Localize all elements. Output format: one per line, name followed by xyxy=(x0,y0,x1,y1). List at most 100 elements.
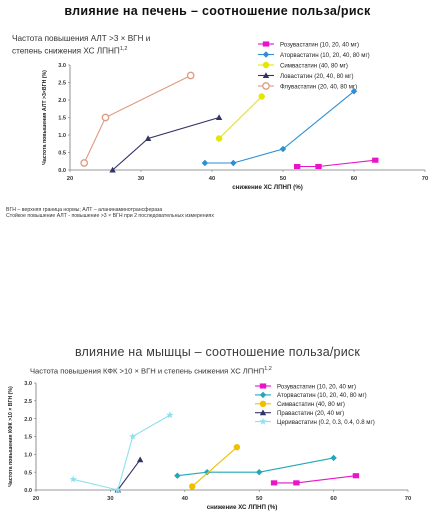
chart-2-legend-marker-5 xyxy=(259,417,267,425)
chart-2-subtitle: Частота повышения КФК >10 × ВГН и степен… xyxy=(30,366,272,376)
chart-2-legend-label-5: Церивастатин (0.2, 0.3, 0.4, 0.8 мг) xyxy=(277,419,375,426)
chart-1-x-tick-label: 60 xyxy=(351,176,357,182)
chart-2-y-tick-label: 2.5 xyxy=(24,399,32,405)
chart-2-series-line-1 xyxy=(274,475,356,484)
chart-2-legend-label-2: Аторвастатин (10, 20, 40, 80 мг) xyxy=(277,392,367,399)
chart-1-x-tick-label: 50 xyxy=(280,176,286,182)
chart-1-series-4-point xyxy=(144,135,152,142)
chart-2-series-5-point xyxy=(69,475,77,483)
chart-1-legend-label-4: Ловастатин (20, 40, 80 мг) xyxy=(280,73,354,80)
chart-2-x-tick-label: 40 xyxy=(182,496,188,502)
chart-1-series-3-point xyxy=(215,135,223,142)
chart-1-legend-marker-4 xyxy=(262,72,270,79)
chart-1-subtitle-line-2: степень снижения ХС ЛПНП1,2 xyxy=(12,46,128,56)
chart-2-y-tick-label: 1.5 xyxy=(24,435,32,441)
chart-2-series-line-5 xyxy=(73,414,171,491)
chart-1-x-tick-label: 30 xyxy=(138,176,144,182)
chart-2-series-2-point xyxy=(256,468,263,476)
chart-1-y-tick-label: 0.5 xyxy=(58,151,66,157)
chart-2-x-tick-label: 70 xyxy=(405,496,411,502)
chart-2-series-2-point xyxy=(174,472,181,479)
chart-1-x-axis-label: снижение ХС ЛПНП (%) xyxy=(232,184,303,191)
chart-1-y-tick-label: 2.0 xyxy=(58,98,66,104)
chart-2-series-1-point xyxy=(352,473,360,479)
chart-1-series-2-point xyxy=(279,145,287,153)
chart-1-y-tick-label: 2.5 xyxy=(58,81,66,87)
chart-1-series-2-point xyxy=(201,159,209,167)
chart-1-series-line-1 xyxy=(297,159,376,168)
chart-2-y-tick-label: 0.5 xyxy=(24,470,32,476)
chart-1-legend-label-5: Флувастатин (20, 40, 80 мг) xyxy=(280,83,357,90)
chart-2-series-2-point xyxy=(330,454,337,462)
chart-1-series-5-point xyxy=(80,159,89,167)
chart-1-subtitle-sup: 1,2 xyxy=(119,46,128,52)
chart-2-series-5-point xyxy=(114,486,122,494)
chart-1-series-1-point xyxy=(294,163,301,170)
chart-1-legend-marker-3 xyxy=(262,61,270,69)
chart-1-y-axis-label: Частота повышения АЛТ >3×ВГН (%) xyxy=(42,70,48,165)
chart-1-x-tick-label: 20 xyxy=(67,176,73,182)
chart-2-x-tick-label: 60 xyxy=(330,496,336,502)
chart-2-series-2-point xyxy=(203,468,211,476)
chart-1-legend-marker-1 xyxy=(262,41,270,47)
chart-2-y-tick-label: 3.0 xyxy=(24,381,32,387)
chart-2-x-tick-label: 30 xyxy=(107,496,113,502)
chart-1-subtitle-line-1: Частота повышения АЛТ >3 × ВГН и xyxy=(12,34,151,43)
chart-1-x-tick-label: 40 xyxy=(209,176,215,182)
chart-2-graph: 0.0 0.5 1.0 1.5 2.0 2.5 3.0 20 30 40 50 60 70 снижени… xyxy=(8,381,411,511)
chart-1-legend-marker-5 xyxy=(262,82,270,90)
chart-1-legend-label-2: Аторвастатин (10, 20, 40, 80 мг) xyxy=(280,52,370,59)
chart-1-series-line-5 xyxy=(83,75,191,164)
chart-2-series-line-3 xyxy=(191,446,238,487)
chart-1-legend-marker-2 xyxy=(262,51,270,58)
chart-1-x-tick-label: 70 xyxy=(422,176,428,182)
chart-2-legend-marker-3 xyxy=(259,400,267,407)
chart-1-series-1-point xyxy=(315,163,322,170)
chart-2-title: влияние на мышцы – соотношение польза/ри… xyxy=(74,345,361,359)
chart-2-series-3-point xyxy=(233,444,241,451)
chart-1-series-2-point xyxy=(230,159,237,167)
chart-1-series-line-3 xyxy=(218,96,263,139)
chart-2-legend-label-4: Правастатин (20, 40 мг) xyxy=(277,410,344,417)
chart-2-legend-marker-4 xyxy=(259,409,267,416)
chart-2-legend-marker-1 xyxy=(259,383,267,389)
chart-1-subtitle: Частота повышения АЛТ >3 × ВГН и степень… xyxy=(12,34,242,57)
chart-2-series-5-point xyxy=(129,432,137,440)
chart-1-y-tick-label: 0.0 xyxy=(58,168,66,174)
chart-1-series-2-point xyxy=(350,88,358,95)
chart-2-x-tick-label: 50 xyxy=(256,496,262,502)
chart-2-series-1-point xyxy=(293,480,300,486)
chart-2-y-axis-label: Частота повышения КФК >10 × ВГН (%) xyxy=(8,386,14,487)
chart-2-y-tick-label: 0.0 xyxy=(24,488,32,494)
chart-1-footnote-2: Стойкое повышение АЛТ - повышение >3 × В… xyxy=(6,213,214,219)
chart-1-series-4-point xyxy=(215,114,223,121)
chart-1-y-tick-label: 3.0 xyxy=(58,63,66,69)
chart-2-series-4-point xyxy=(136,456,144,463)
chart-1-series-4-point xyxy=(109,166,116,173)
chart-2-y-tick-label: 2.0 xyxy=(24,417,32,423)
chart-2-legend-label-1: Розувастатин (10, 20, 40 мг) xyxy=(277,383,356,390)
chart-1-series-5-point xyxy=(101,113,110,122)
chart-2-legend-marker-2 xyxy=(259,391,267,399)
chart-2-subtitle-sup: 1,2 xyxy=(264,366,272,372)
chart-1-series-3-point xyxy=(258,93,265,100)
chart-1-series-line-2 xyxy=(204,90,355,164)
chart-1-series-1-point xyxy=(372,157,379,163)
chart-1-graph: 0.0 0.5 1.0 1.5 2.0 2.5 3.0 20 30 40 50 60 70 снижени… xyxy=(42,41,428,191)
chart-2-series-1-point xyxy=(270,480,278,486)
chart-1-legend-label-1: Розувастатин (10, 20, 40 мг) xyxy=(280,41,359,48)
chart-1-legend-label-3: Симвастатин (40, 80 мг) xyxy=(280,62,348,69)
chart-1-y-tick-label: 1.0 xyxy=(58,133,66,139)
chart-2-legend-label-3: Симвастатин (40, 80 мг) xyxy=(277,401,345,408)
chart-2-series-line-2 xyxy=(177,457,334,477)
chart-2-series-3-point xyxy=(189,483,196,490)
chart-2-y-tick-label: 1.0 xyxy=(24,453,32,459)
chart-2-series-5-point xyxy=(166,411,174,419)
chart-1-series-5-point xyxy=(186,71,195,80)
chart-1-y-tick-label: 1.5 xyxy=(58,116,66,122)
chart-1-title: влияние на печень – соотношение польза/р… xyxy=(64,4,371,18)
chart-2-series-line-4 xyxy=(117,459,141,491)
chart-2-x-axis-label: снижение ХС ЛПНП (%) xyxy=(207,504,278,511)
chart-2-x-tick-label: 20 xyxy=(33,496,39,502)
